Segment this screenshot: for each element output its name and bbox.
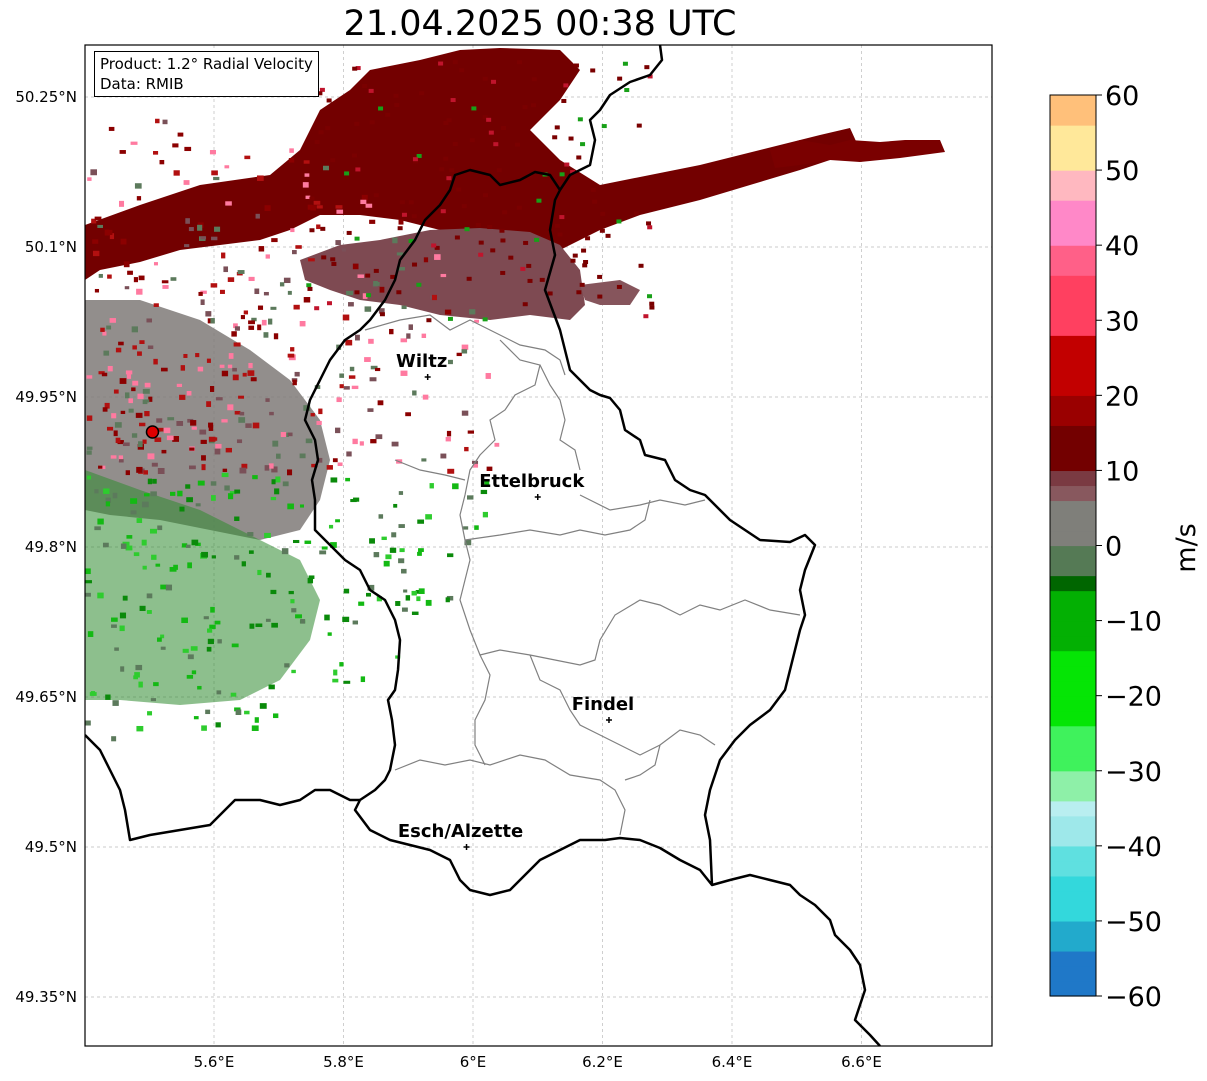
colorbar-tick-label: −30 (1105, 757, 1162, 788)
map-title: 21.04.2025 00:38 UTC (343, 4, 737, 44)
colorbar-tick-label: 10 (1105, 456, 1139, 487)
lat-tick-label: 49.65°N (15, 688, 77, 706)
lat-tick-label: 50.1°N (25, 238, 77, 256)
lon-axis: 5.6°E 5.8°E 6°E 6.2°E 6.4°E 6.6°E (194, 1053, 882, 1071)
colorbar-tick-label: 40 (1105, 231, 1139, 262)
map-frame (84, 44, 993, 1047)
lat-tick-label: 49.8°N (25, 538, 77, 556)
colorbar-tick-label: −60 (1105, 982, 1162, 1013)
colorbar-tick-label: −20 (1105, 682, 1162, 713)
colorbar-tick-label: 50 (1105, 156, 1139, 187)
canton-boundaries (364, 314, 801, 836)
lat-tick-label: 49.95°N (15, 388, 77, 406)
border-germany-france (711, 873, 881, 1046)
echo-band-north (85, 48, 860, 280)
colorbar-tick-label: 60 (1105, 81, 1139, 112)
lon-tick-label: 6.4°E (712, 1053, 753, 1071)
echo-green-south (85, 470, 320, 705)
lat-tick-label: 49.5°N (25, 838, 77, 856)
colorbar-tick-label: 0 (1105, 532, 1122, 563)
lon-tick-label: 5.8°E (323, 1053, 364, 1071)
colorbar-tick-label: −40 (1105, 832, 1162, 863)
product-info-box: Product: 1.2° Radial Velocity Data: RMIB (94, 51, 319, 97)
city-label: Ettelbruck (479, 471, 585, 492)
border-luxembourg (303, 45, 817, 897)
national-borders (85, 45, 881, 1046)
radar-echoes (85, 48, 945, 742)
echo-radar-center (85, 300, 330, 540)
echo-zone-pink (580, 280, 640, 305)
map-plot-area[interactable]: Wiltz Ettelbruck Findel Esch/Alzette (85, 45, 992, 1046)
echo-speckles (85, 60, 655, 742)
echo-band-east (770, 140, 945, 168)
colorbar-tick-label: 20 (1105, 381, 1139, 412)
lon-tick-label: 6.2°E (582, 1053, 623, 1071)
lon-tick-label: 6°E (460, 1053, 487, 1071)
lat-tick-label: 50.25°N (15, 88, 77, 106)
colorbar: 60 50 40 30 20 10 0 −10 −20 −30 −40 −50 −60 m/s (1049, 81, 1202, 1013)
data-source-label: Data: RMIB (100, 75, 184, 93)
lat-axis: 50.25°N 50.1°N 49.95°N 49.8°N 49.65°N 49.5°N 4… (15, 88, 77, 1006)
lon-tick-label: 6.6°E (841, 1053, 882, 1071)
colorbar-tick-label: −10 (1105, 607, 1162, 638)
city-labels: Wiltz Ettelbruck Findel Esch/Alzette (396, 351, 634, 850)
lat-tick-label: 49.35°N (15, 988, 77, 1006)
product-label: Product: 1.2° Radial Velocity (100, 55, 313, 73)
colorbar-label: m/s (1171, 523, 1202, 572)
colorbar-tick-label: 30 (1105, 306, 1139, 337)
colorbar-tick-label: −50 (1105, 907, 1162, 938)
city-label: Wiltz (396, 351, 447, 372)
lon-tick-label: 5.6°E (194, 1053, 235, 1071)
radar-site-marker[interactable] (145, 425, 160, 439)
city-label: Findel (572, 694, 635, 715)
city-label: Esch/Alzette (398, 821, 523, 842)
border-belgium-france (85, 734, 360, 842)
